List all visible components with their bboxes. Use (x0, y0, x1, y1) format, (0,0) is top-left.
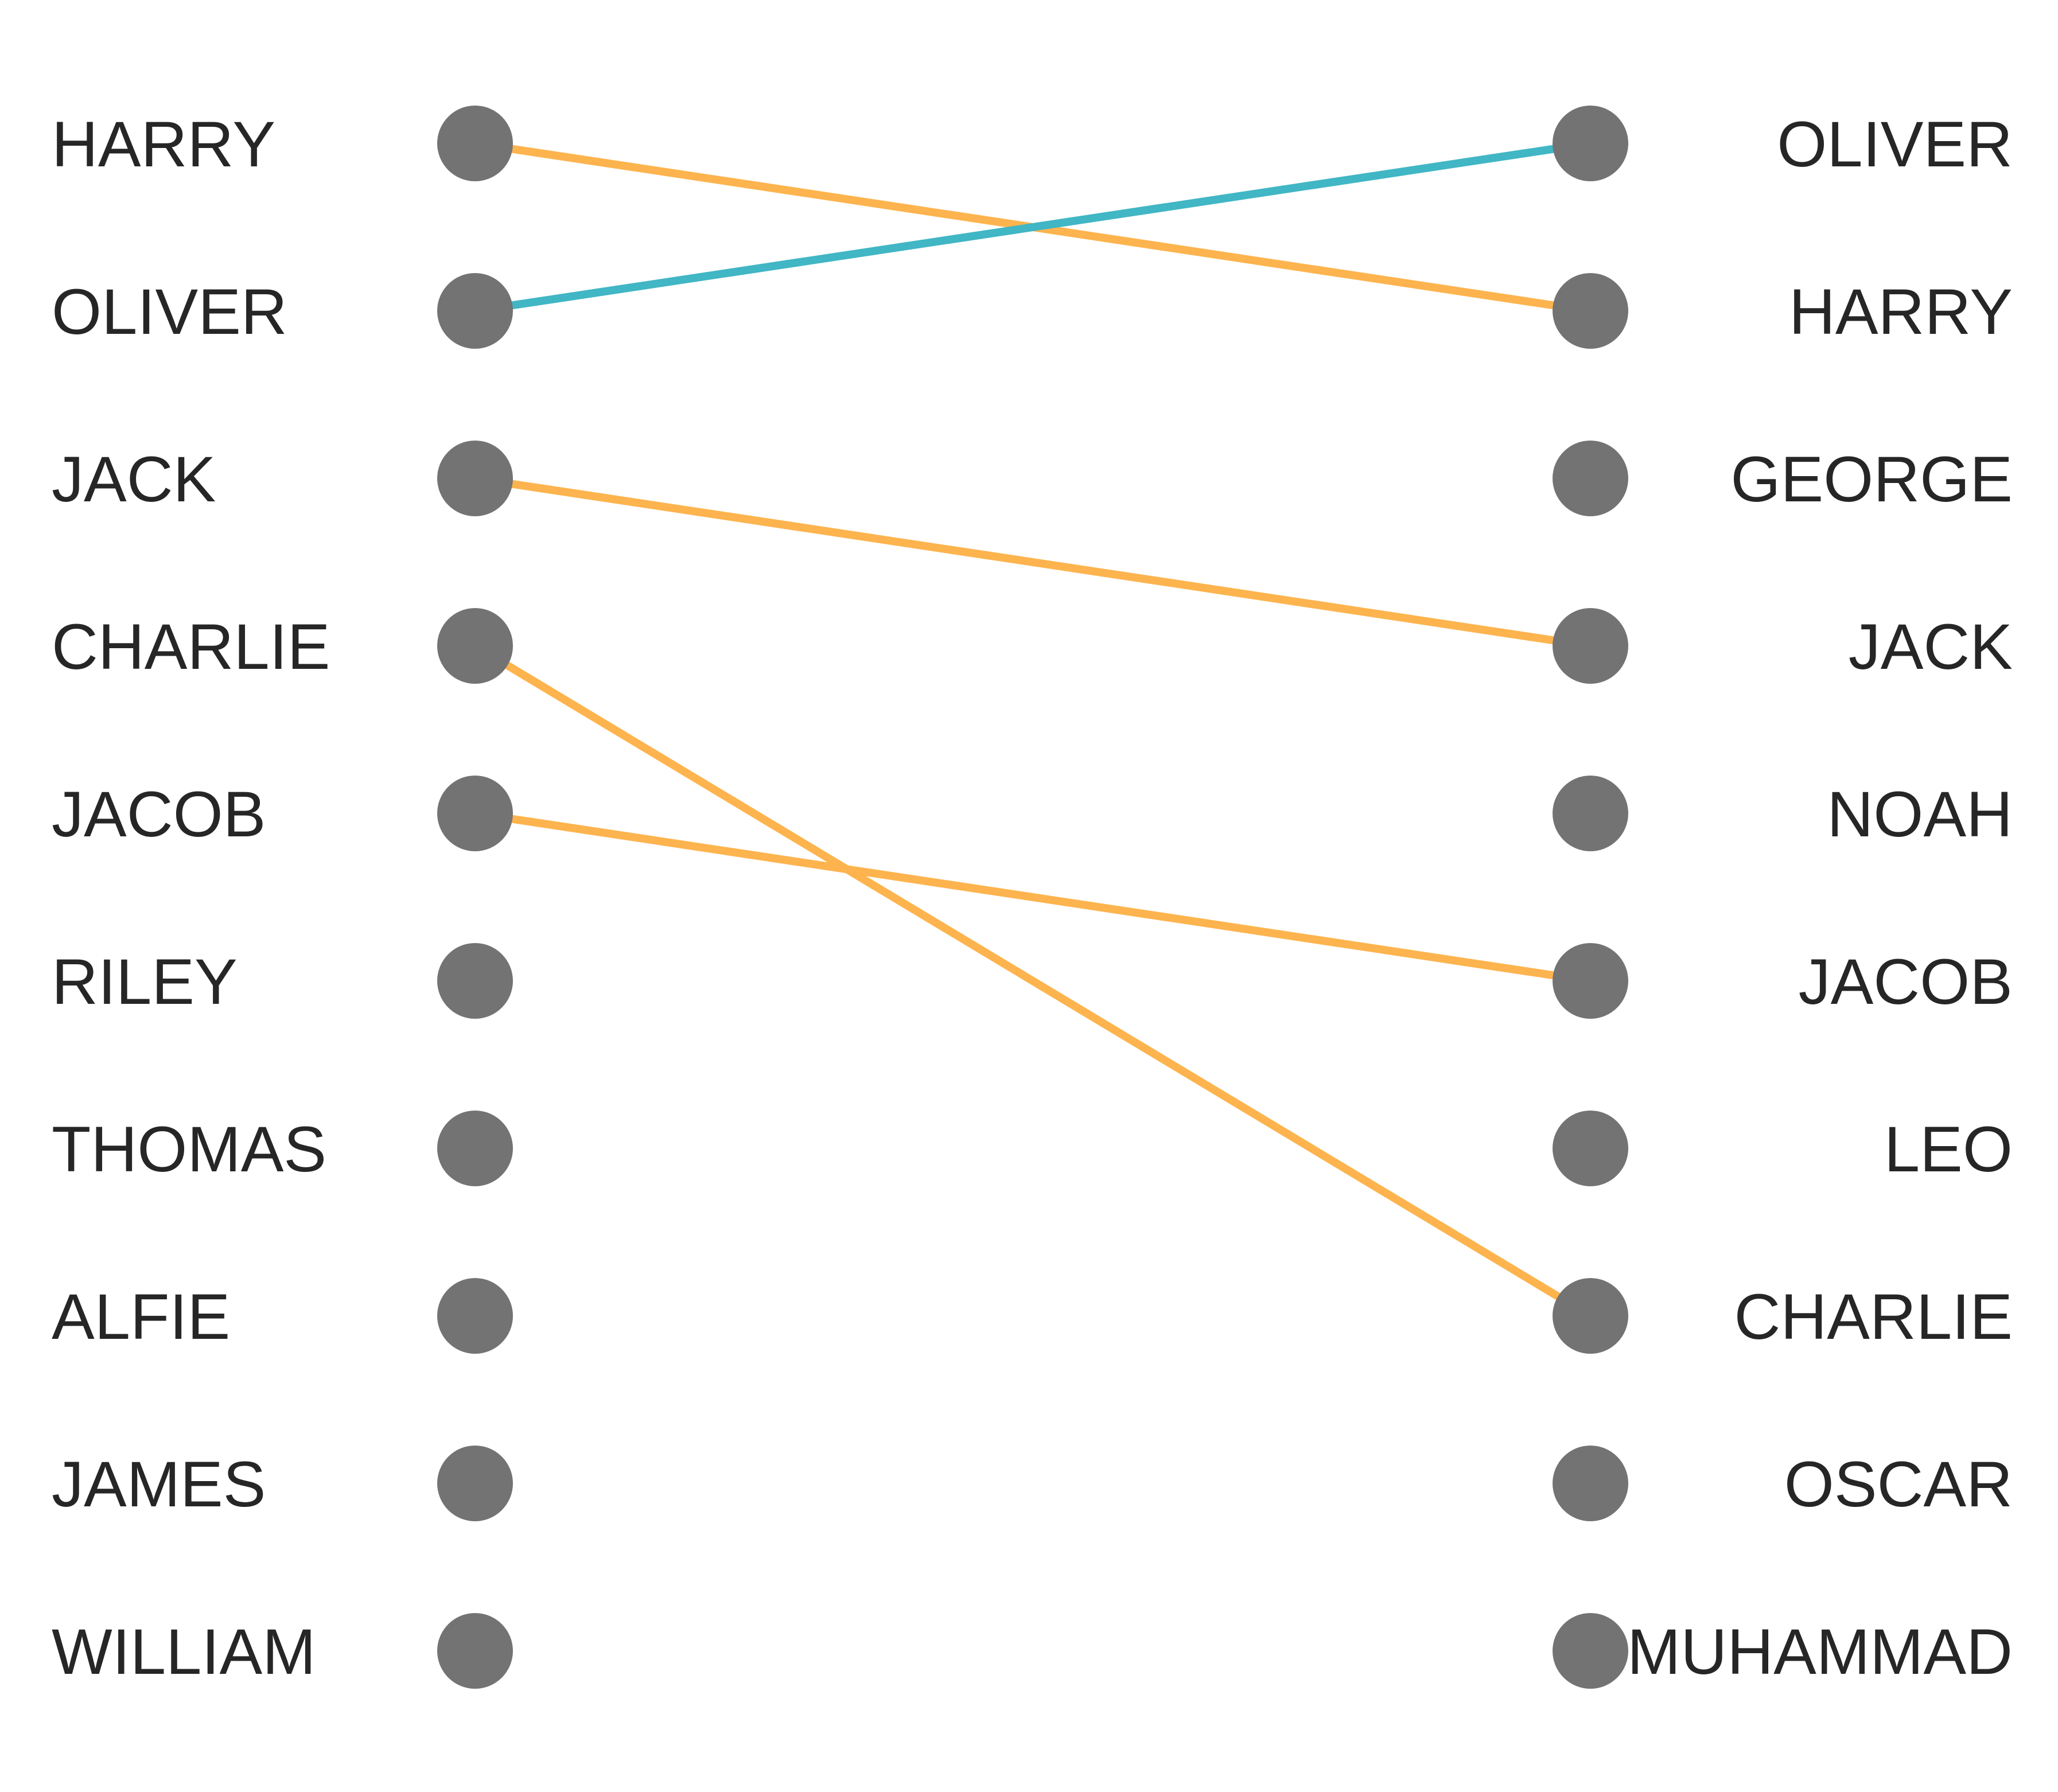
left-dot-rank-2 (437, 273, 513, 349)
connection-line-charlie (473, 642, 1593, 1320)
left-dot-rank-9 (437, 1446, 513, 1521)
left-label-rank-9: JAMES (52, 1448, 266, 1520)
right-label-rank-1: OLIVER (1777, 108, 2013, 180)
right-dot-rank-6 (1553, 943, 1628, 1019)
right-dot-rank-8 (1553, 1278, 1628, 1354)
rank-dots (437, 106, 1628, 1689)
right-label-rank-7: LEO (1884, 1113, 2013, 1185)
right-dot-rank-7 (1553, 1111, 1628, 1186)
connection-line-oliver (474, 139, 1592, 315)
right-label-rank-6: JACOB (1799, 946, 2013, 1018)
left-dot-rank-5 (437, 776, 513, 851)
right-dot-rank-2 (1553, 273, 1628, 349)
left-label-rank-2: OLIVER (52, 276, 287, 348)
right-dot-rank-10 (1553, 1613, 1628, 1689)
right-dot-rank-3 (1553, 441, 1628, 516)
left-dot-rank-10 (437, 1613, 513, 1689)
right-dot-rank-5 (1553, 776, 1628, 851)
left-label-rank-7: THOMAS (52, 1113, 326, 1185)
left-dot-rank-4 (437, 608, 513, 684)
right-label-rank-9: OSCAR (1784, 1448, 2013, 1520)
right-label-rank-4: JACK (1849, 611, 2013, 683)
left-dot-rank-3 (437, 441, 513, 516)
right-label-rank-5: NOAH (1827, 778, 2013, 850)
right-dot-rank-4 (1553, 608, 1628, 684)
right-label-rank-10: MUHAMMAD (1627, 1616, 2013, 1688)
right-dot-rank-1 (1553, 106, 1628, 181)
left-label-rank-6: RILEY (52, 946, 238, 1018)
left-dot-rank-7 (437, 1111, 513, 1186)
left-label-rank-10: WILLIAM (52, 1616, 316, 1688)
left-label-rank-1: HARRY (52, 108, 275, 180)
right-dot-rank-9 (1553, 1446, 1628, 1521)
rank-labels: HARRY OLIVER JACK CHARLIE JACOB RILEY THOMAS AL… (52, 108, 2013, 1688)
right-label-rank-8: CHARLIE (1734, 1281, 2013, 1353)
left-label-rank-8: ALFIE (52, 1281, 230, 1353)
connection-lines (473, 139, 1593, 1320)
left-label-rank-5: JACOB (52, 778, 266, 850)
left-label-rank-4: CHARLIE (52, 611, 330, 683)
connection-line-jacob (474, 809, 1592, 985)
left-dot-rank-8 (437, 1278, 513, 1354)
left-dot-rank-6 (437, 943, 513, 1019)
left-label-rank-3: JACK (52, 443, 216, 515)
right-label-rank-2: HARRY (1789, 276, 2013, 348)
right-label-rank-3: GEORGE (1730, 443, 2013, 515)
left-dot-rank-1 (437, 106, 513, 181)
connection-line-jack (474, 474, 1592, 650)
